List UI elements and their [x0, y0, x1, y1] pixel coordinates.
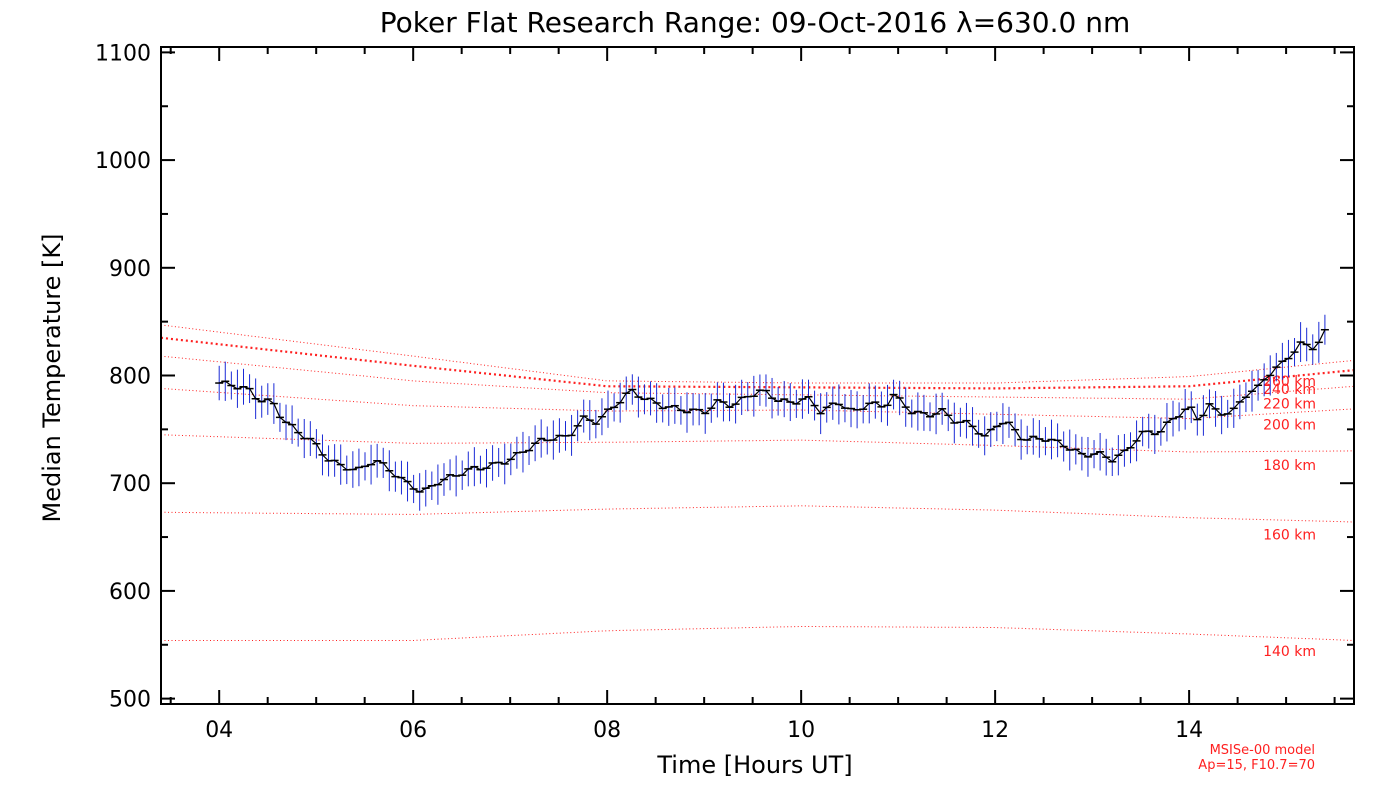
x-tick-label: 08: [593, 718, 621, 743]
plot-frame: [160, 46, 1355, 705]
msis-line-220-km: [160, 355, 1355, 400]
msis-label-200-km: 200 km: [1263, 418, 1316, 434]
msis-line-140-km: [161, 626, 1355, 641]
msis-line-180-km: [160, 434, 1354, 453]
x-tick-label: 06: [399, 718, 427, 743]
model-note-line-1: MSISe-00 model: [1210, 743, 1315, 758]
x-axis-label: Time [Hours UT]: [656, 751, 852, 779]
y-axis-label: Median Temperature [K]: [38, 233, 66, 522]
msis-label-140-km: 140 km: [1263, 644, 1316, 660]
x-tick-label: 04: [205, 718, 233, 743]
y-tick-label: 600: [109, 580, 151, 605]
x-tick-label: 10: [787, 718, 815, 743]
x-tick-labels: 04 06 08 10 12 14: [205, 718, 1203, 743]
y-tick-label: 800: [109, 365, 151, 390]
y-tick-label: 900: [109, 257, 151, 282]
observed-points: [215, 328, 1329, 493]
msis-line-240-km: [160, 336, 1355, 390]
y-tick-labels: 500 600 700 800 900 1000 1100: [95, 41, 151, 712]
msis-label-260-km: 260 km: [1263, 374, 1316, 390]
x-tick-label: 12: [981, 718, 1009, 743]
model-note-line-2: Ap=15, F10.7=70: [1198, 758, 1315, 773]
y-tick-label: 500: [109, 688, 151, 713]
x-tick-label: 14: [1175, 718, 1203, 743]
chart-title: Poker Flat Research Range: 09-Oct-2016 λ…: [380, 6, 1131, 39]
axis-ticks: [161, 47, 1354, 704]
msis-label-220-km: 220 km: [1263, 397, 1316, 413]
msis-line-260-km: [160, 324, 1355, 384]
y-tick-label: 700: [109, 472, 151, 497]
msis-line-160-km: [161, 505, 1355, 523]
error-bars: [218, 314, 1326, 511]
msis-label-240-km: 240 km: [1263, 382, 1316, 398]
msis-label-160-km: 160 km: [1263, 527, 1316, 543]
y-tick-label: 1000: [95, 149, 151, 174]
msis-model-lines: [160, 324, 1355, 641]
msis-label-180-km: 180 km: [1263, 458, 1316, 474]
y-tick-label: 1100: [95, 41, 151, 66]
